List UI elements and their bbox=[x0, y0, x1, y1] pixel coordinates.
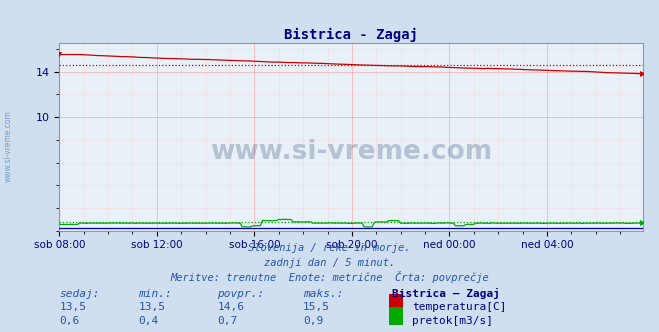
Text: www.si-vreme.com: www.si-vreme.com bbox=[3, 110, 13, 182]
Text: 14,6: 14,6 bbox=[217, 302, 244, 312]
Text: pretok[m3/s]: pretok[m3/s] bbox=[412, 316, 493, 326]
Text: 0,9: 0,9 bbox=[303, 316, 324, 326]
Text: zadnji dan / 5 minut.: zadnji dan / 5 minut. bbox=[264, 258, 395, 268]
Text: povpr.:: povpr.: bbox=[217, 289, 265, 299]
Text: 0,7: 0,7 bbox=[217, 316, 238, 326]
Title: Bistrica - Zagaj: Bistrica - Zagaj bbox=[284, 28, 418, 42]
Text: 0,4: 0,4 bbox=[138, 316, 159, 326]
Text: www.si-vreme.com: www.si-vreme.com bbox=[210, 139, 492, 165]
Text: temperatura[C]: temperatura[C] bbox=[412, 302, 506, 312]
Text: 15,5: 15,5 bbox=[303, 302, 330, 312]
Text: 13,5: 13,5 bbox=[138, 302, 165, 312]
Text: min.:: min.: bbox=[138, 289, 172, 299]
Text: maks.:: maks.: bbox=[303, 289, 343, 299]
Text: Slovenija / reke in morje.: Slovenija / reke in morje. bbox=[248, 243, 411, 253]
Text: sedaj:: sedaj: bbox=[59, 289, 100, 299]
Text: Bistrica – Zagaj: Bistrica – Zagaj bbox=[392, 288, 500, 299]
Text: 0,6: 0,6 bbox=[59, 316, 80, 326]
Text: Meritve: trenutne  Enote: metrične  Črta: povprečje: Meritve: trenutne Enote: metrične Črta: … bbox=[170, 271, 489, 283]
Text: 13,5: 13,5 bbox=[59, 302, 86, 312]
